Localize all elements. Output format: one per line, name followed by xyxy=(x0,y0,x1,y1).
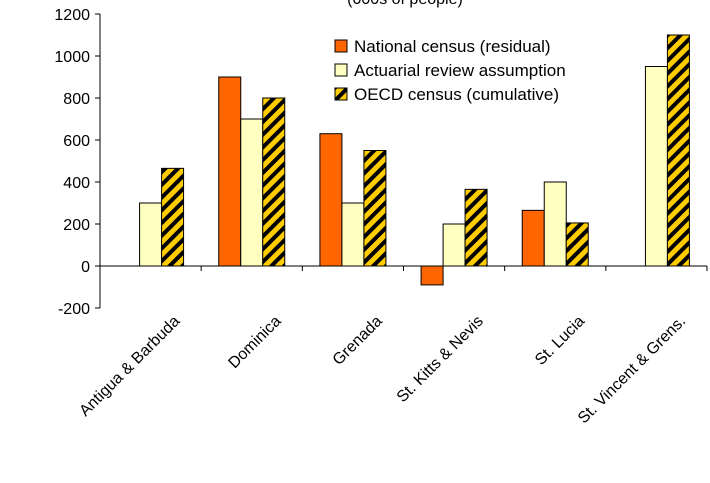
y-tick-label: -200 xyxy=(58,301,90,318)
bar xyxy=(139,202,163,267)
bar xyxy=(644,66,668,267)
bar xyxy=(262,97,286,267)
x-category-label: St. Lucia xyxy=(532,313,588,369)
x-category-label: St. Kitts & Nevis xyxy=(394,313,487,406)
y-tick-label: 1200 xyxy=(54,7,90,24)
x-category-label: Antigua & Barbuda xyxy=(76,313,183,420)
legend-swatch xyxy=(334,63,348,77)
y-tick-label: 200 xyxy=(63,217,90,234)
bar xyxy=(565,222,589,267)
y-tick-label: 600 xyxy=(63,133,90,150)
legend-label: Actuarial review assumption xyxy=(354,61,566,80)
legend-swatch xyxy=(334,87,348,101)
x-category-label: Dominica xyxy=(225,313,284,372)
bar xyxy=(161,167,185,267)
bar xyxy=(543,181,567,267)
x-category-label: Grenada xyxy=(330,313,386,369)
legend-label: OECD census (cumulative) xyxy=(354,85,559,104)
x-category-label: St. Vincent & Grens. xyxy=(575,313,689,427)
legend: National census (residual) Actuarial revi… xyxy=(334,37,566,104)
bar xyxy=(218,76,242,267)
bar xyxy=(319,133,343,267)
bar xyxy=(666,34,690,267)
bar xyxy=(240,118,264,267)
y-tick-label: 400 xyxy=(63,175,90,192)
y-tick-label: 0 xyxy=(81,259,90,276)
y-tick-label: 800 xyxy=(63,91,90,108)
chart-title: (000s of people) xyxy=(347,0,463,8)
bar xyxy=(420,265,444,286)
bar xyxy=(464,188,488,267)
legend-label: National census (residual) xyxy=(354,37,551,56)
bar xyxy=(341,202,365,267)
bar xyxy=(442,223,466,267)
bar xyxy=(521,209,545,267)
y-tick-label: 1000 xyxy=(54,49,90,66)
bar xyxy=(363,150,387,267)
legend-swatch xyxy=(334,39,348,53)
